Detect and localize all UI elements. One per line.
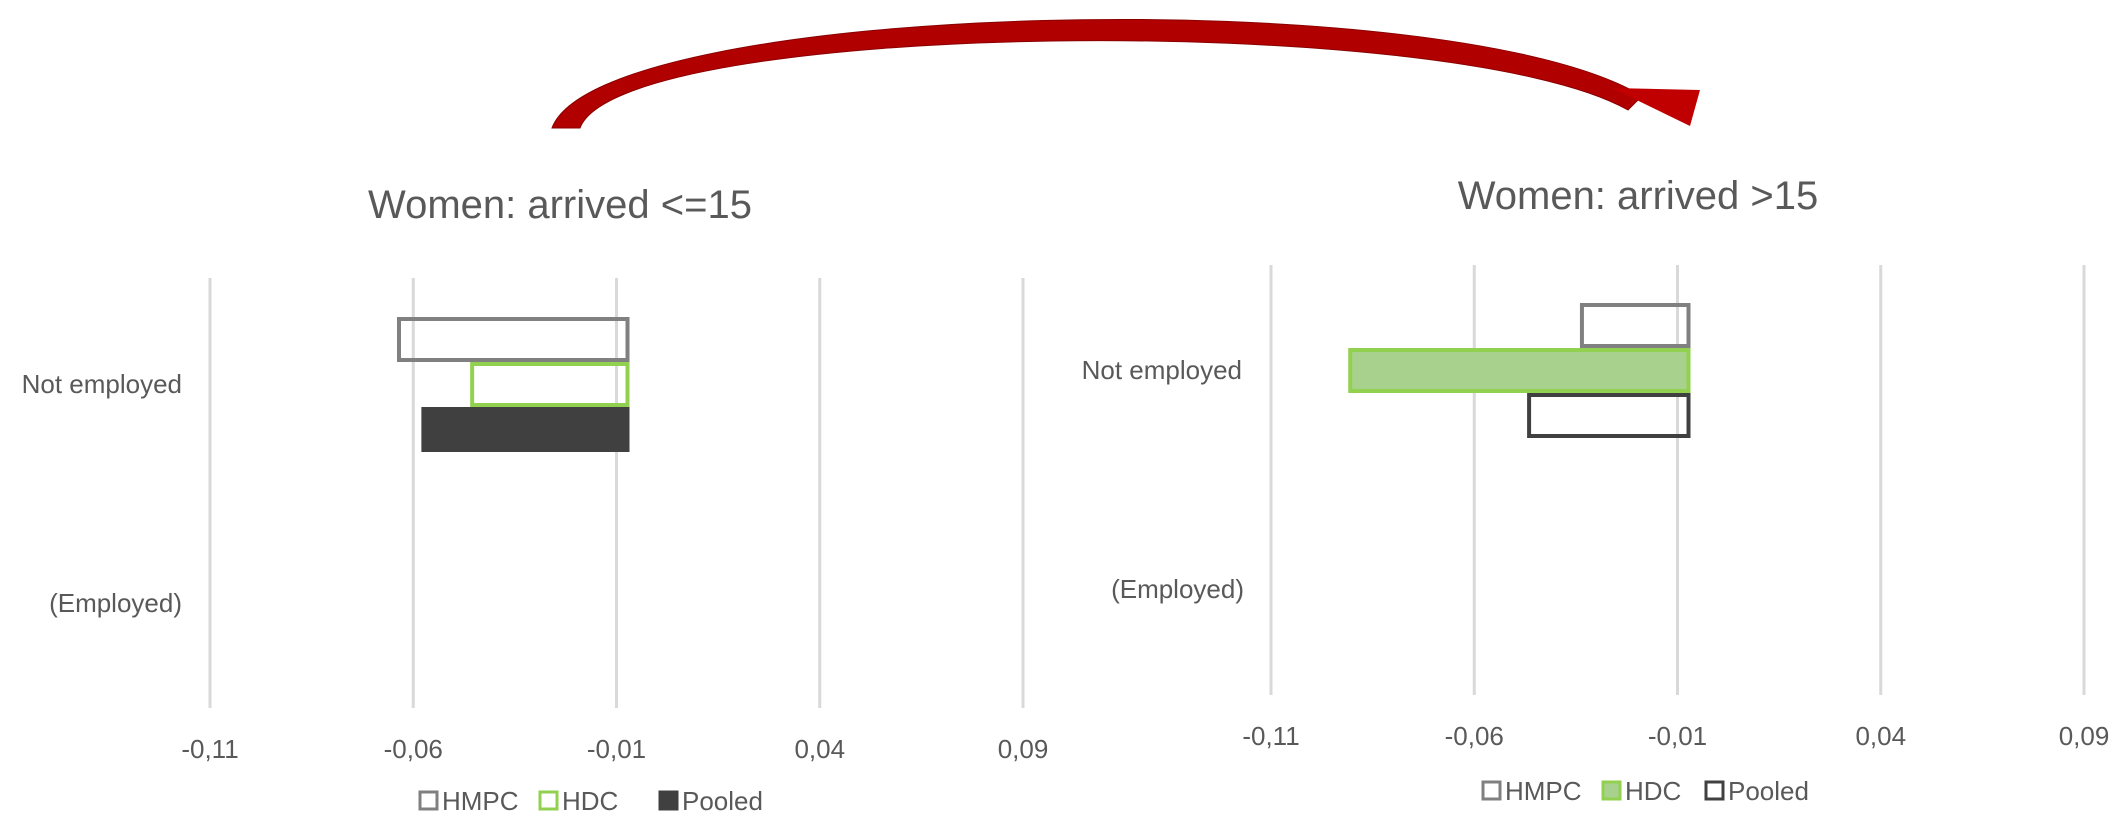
chart-right-bar-pooled-not-employed (1527, 393, 1691, 438)
chart-left-x-tick-label: -0,01 (587, 734, 646, 764)
chart-left-legend-label-hdc: HDC (562, 786, 618, 816)
chart-right-x-ticks: -0,11 -0,06 -0,01 0,04 0,09 (1242, 721, 2109, 751)
chart-right-x-tick-label: -0,01 (1648, 721, 1707, 751)
chart-right-legend: HMPC HDC Pooled (1481, 776, 1809, 806)
chart-left: Women: arrived <=15 Not employed (Employ… (22, 183, 1049, 816)
chart-right-category-label: (Employed) (1111, 574, 1244, 604)
chart-right-x-tick-label: 0,04 (1855, 721, 1906, 751)
transition-arrow-shaft (551, 19, 1643, 129)
chart-left-x-tick-label: -0,06 (384, 734, 443, 764)
transition-arrow-head (1612, 88, 1700, 126)
chart-right-x-tick-label: -0,06 (1445, 721, 1504, 751)
chart-left-bar-pooled-not-employed (421, 407, 630, 452)
chart-right-bars (1348, 303, 1691, 438)
chart-left-legend-label-hmpc: HMPC (442, 786, 519, 816)
chart-right-bar-hmpc-not-employed (1579, 303, 1691, 348)
chart-left-bar-hdc-not-employed (470, 362, 630, 407)
chart-left-legend-swatch-pooled (658, 790, 679, 811)
chart-left-gridlines (208, 278, 1025, 708)
chart-right-category-label: Not employed (1082, 355, 1242, 385)
chart-left-x-ticks: -0,11 -0,06 -0,01 0,04 0,09 (181, 734, 1048, 764)
chart-right-gridlines (1269, 265, 2086, 695)
chart-left-legend-swatch-hdc (538, 790, 559, 811)
chart-right-title: Women: arrived >15 (1458, 174, 1819, 218)
chart-left-legend: HMPC HDC Pooled (418, 786, 763, 816)
chart-right-bar-hdc-not-employed (1348, 348, 1691, 393)
chart-right-legend-swatch-hdc (1601, 780, 1622, 801)
chart-left-legend-swatch-hmpc (418, 790, 439, 811)
chart-left-category-label: Not employed (22, 369, 182, 399)
transition-arrow (551, 19, 1700, 129)
chart-left-x-tick-label: 0,09 (998, 734, 1049, 764)
chart-right: Women: arrived >15 Not employed (Employe… (1082, 174, 2110, 806)
chart-right-legend-label-pooled: Pooled (1728, 776, 1809, 806)
chart-left-legend-label-pooled: Pooled (682, 786, 763, 816)
chart-right-legend-swatch-pooled (1704, 780, 1725, 801)
chart-right-legend-swatch-hmpc (1481, 780, 1502, 801)
chart-left-title: Women: arrived <=15 (368, 183, 752, 227)
chart-right-x-tick-label: 0,09 (2059, 721, 2110, 751)
chart-right-x-tick-label: -0,11 (1242, 721, 1299, 751)
chart-left-bars (396, 317, 630, 452)
chart-left-x-tick-label: -0,11 (181, 734, 238, 764)
chart-right-legend-label-hdc: HDC (1625, 776, 1681, 806)
chart-right-legend-label-hmpc: HMPC (1505, 776, 1582, 806)
chart-left-bar-hmpc-not-employed (396, 317, 630, 362)
chart-left-category-label: (Employed) (49, 588, 182, 618)
chart-left-x-tick-label: 0,04 (794, 734, 845, 764)
